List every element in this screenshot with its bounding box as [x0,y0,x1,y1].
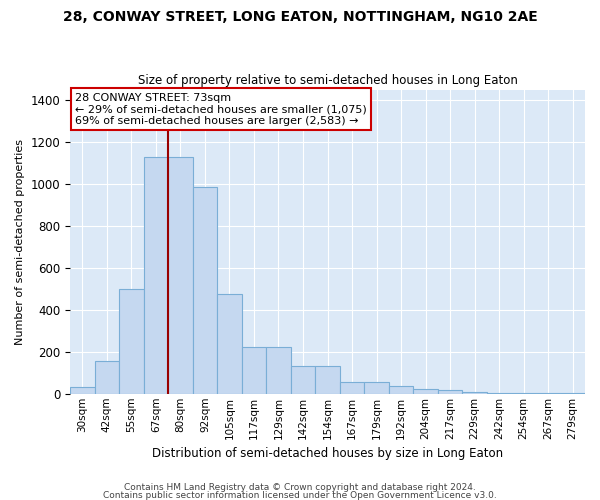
Bar [340,382,364,394]
X-axis label: Distribution of semi-detached houses by size in Long Eaton: Distribution of semi-detached houses by … [152,447,503,460]
Bar [143,156,168,394]
Bar [168,156,193,394]
Bar [364,382,389,394]
Text: 28 CONWAY STREET: 73sqm
← 29% of semi-detached houses are smaller (1,075)
69% of: 28 CONWAY STREET: 73sqm ← 29% of semi-de… [75,92,367,126]
Bar [217,294,242,394]
Bar [511,393,536,394]
Bar [95,361,119,394]
Text: Contains public sector information licensed under the Open Government Licence v3: Contains public sector information licen… [103,490,497,500]
Title: Size of property relative to semi-detached houses in Long Eaton: Size of property relative to semi-detach… [137,74,517,87]
Bar [119,289,143,394]
Bar [463,392,487,394]
Bar [315,366,340,394]
Bar [438,390,463,394]
Text: 28, CONWAY STREET, LONG EATON, NOTTINGHAM, NG10 2AE: 28, CONWAY STREET, LONG EATON, NOTTINGHA… [62,10,538,24]
Bar [413,388,438,394]
Bar [242,346,266,394]
Bar [70,388,95,394]
Bar [291,366,315,394]
Bar [389,386,413,394]
Bar [266,346,291,394]
Bar [193,187,217,394]
Y-axis label: Number of semi-detached properties: Number of semi-detached properties [15,138,25,344]
Bar [487,392,511,394]
Text: Contains HM Land Registry data © Crown copyright and database right 2024.: Contains HM Land Registry data © Crown c… [124,484,476,492]
